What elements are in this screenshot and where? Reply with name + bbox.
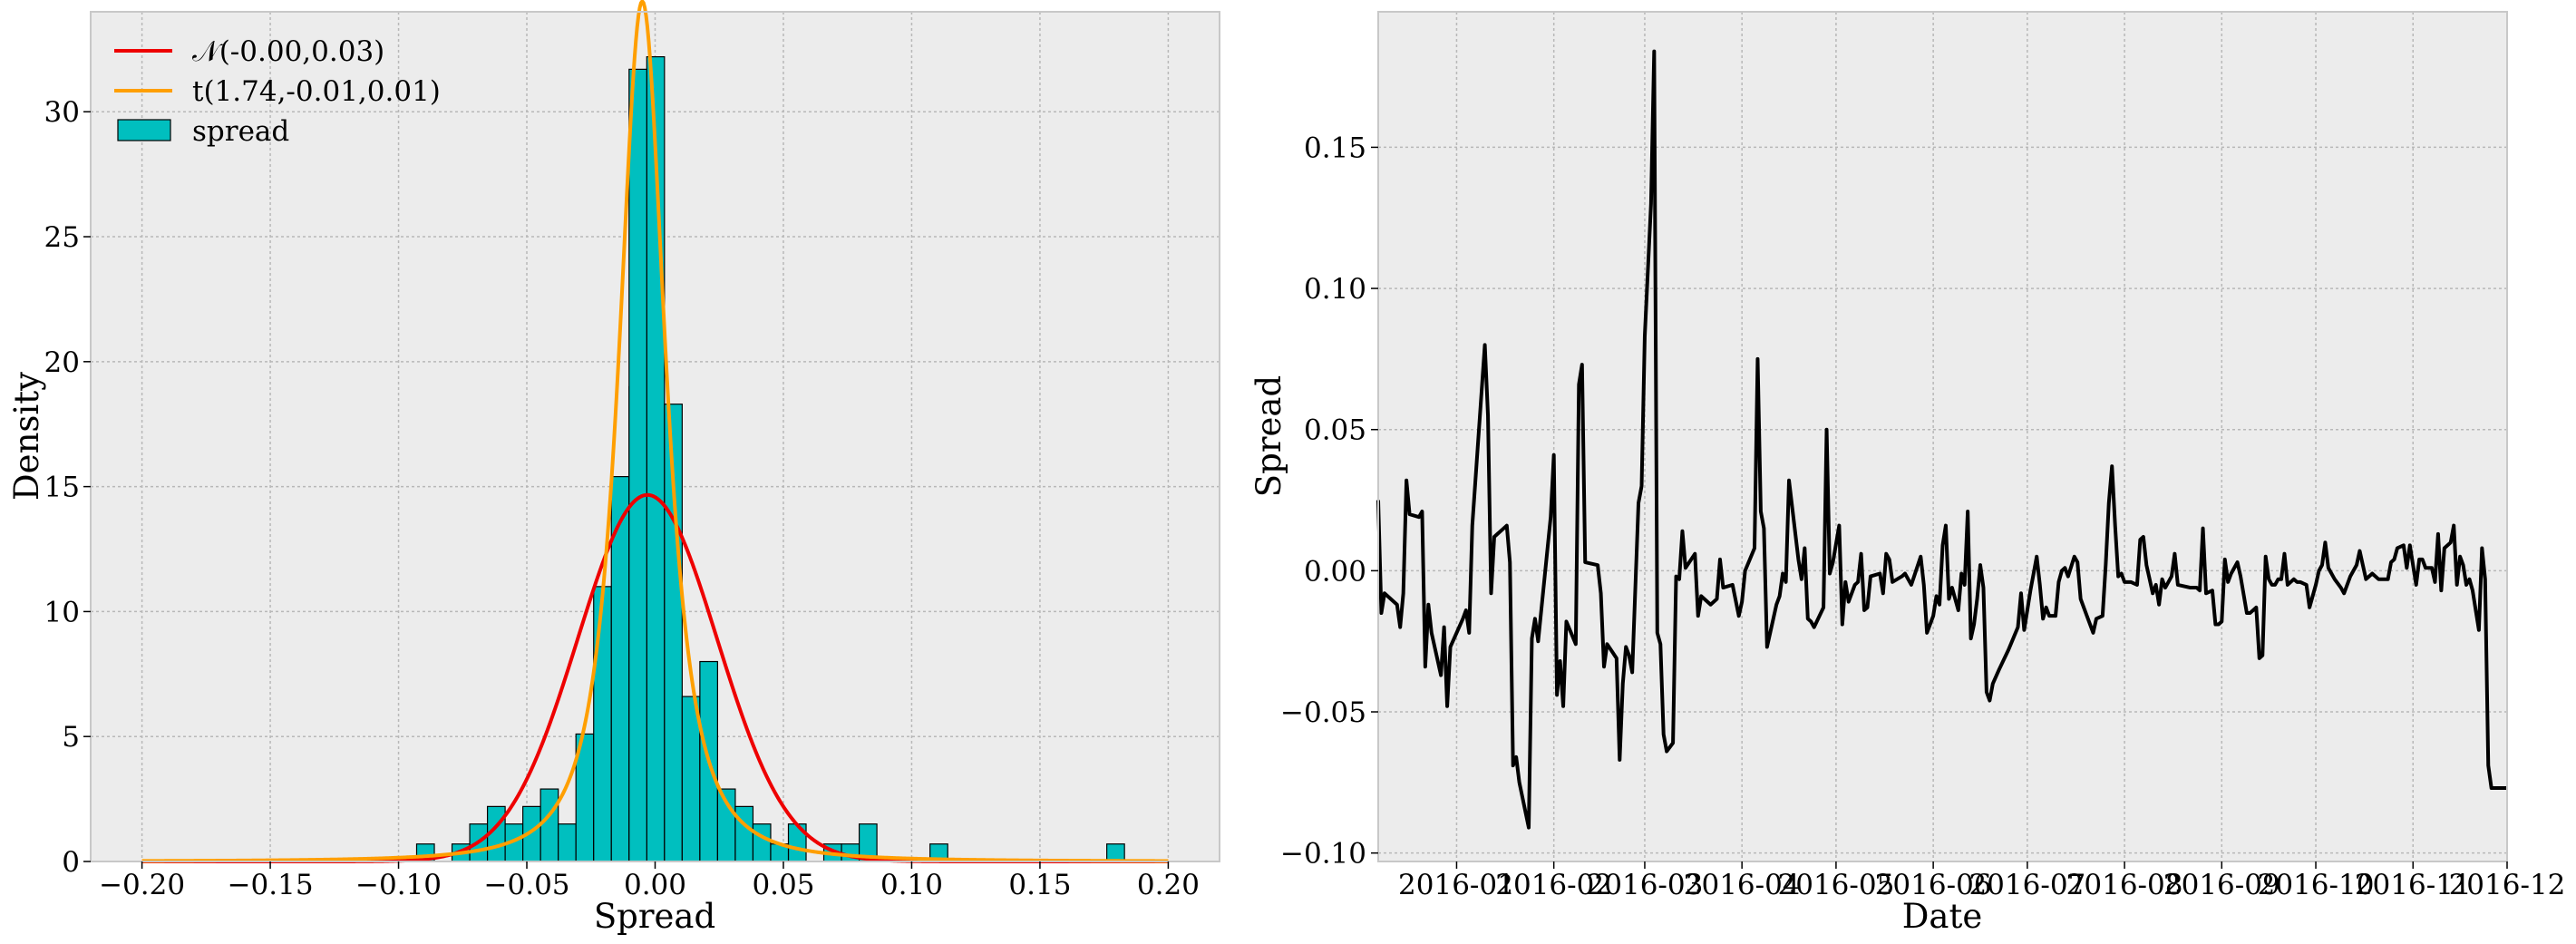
- x-tick-label: −0.20: [99, 869, 185, 901]
- x-tick-label: 2016-05: [1778, 869, 1895, 901]
- x-tick-label: 2016-04: [1684, 869, 1801, 901]
- y-tick-label: 0.10: [1304, 273, 1366, 306]
- x-tick-label: 2016-03: [1587, 869, 1704, 901]
- y-tick-label: 25: [44, 221, 80, 254]
- timeseries-x-tick-labels: 2016-012016-022016-032016-042016-052016-…: [1398, 861, 2565, 901]
- y-tick-label: 15: [44, 472, 80, 504]
- histogram-gridlines: [91, 12, 1220, 862]
- x-tick-label: 0.05: [752, 869, 814, 901]
- y-tick-label: −0.05: [1280, 696, 1366, 729]
- x-tick-label: 2016-02: [1495, 869, 1612, 901]
- y-tick-label: 0.05: [1304, 414, 1366, 447]
- x-tick-label: 2016-12: [2449, 869, 2566, 901]
- x-tick-label: 2016-06: [1875, 869, 1992, 901]
- y-tick-label: 0: [62, 846, 80, 879]
- y-tick-label: 10: [44, 596, 80, 628]
- x-tick-label: 2016-08: [2066, 869, 2183, 901]
- x-tick-label: −0.05: [484, 869, 570, 901]
- x-tick-label: 2016-01: [1398, 869, 1515, 901]
- x-tick-label: 0.20: [1137, 869, 1200, 901]
- t-fit-curve: [141, 0, 1169, 863]
- histogram-bar: [540, 788, 559, 862]
- histogram-bar: [734, 805, 754, 862]
- histogram-panel: −0.20 −0.15 −0.10 −0.05 0.00 0.05 0.10 0.15 0.20…: [7, 0, 1220, 936]
- y-tick-label: 5: [62, 721, 80, 754]
- histogram-x-axis-label: Spread: [594, 897, 715, 936]
- x-tick-label: 0.00: [624, 869, 686, 901]
- histogram-bar: [593, 586, 612, 862]
- legend-normal-label: 𝒩(-0.00,0.03): [192, 35, 384, 68]
- histogram-y-axis-label: Density: [7, 372, 46, 501]
- histogram-bar: [1106, 843, 1125, 862]
- histogram-bar: [628, 68, 647, 862]
- x-tick-label: −0.15: [228, 869, 314, 901]
- x-tick-label: 2016-09: [2163, 869, 2280, 901]
- timeseries-x-axis-label: Date: [1902, 897, 1983, 936]
- timeseries-axes-background: [1378, 12, 2507, 861]
- x-tick-label: 0.15: [1008, 869, 1071, 901]
- timeseries-spread-line: [1376, 49, 2507, 830]
- y-tick-label: 30: [44, 96, 80, 129]
- legend-spread-swatch: [117, 119, 171, 141]
- x-tick-label: 2016-11: [2355, 869, 2472, 901]
- histogram-legend: 𝒩(-0.00,0.03) t(1.74,-0.01,0.01) spread: [114, 35, 441, 148]
- x-tick-label: 2016-10: [2258, 869, 2375, 901]
- timeseries-axes-frame: [1377, 11, 2508, 862]
- y-tick-label: 0.00: [1304, 555, 1366, 588]
- x-tick-label: 2016-07: [1968, 869, 2085, 901]
- timeseries-y-tick-labels: −0.10 −0.05 0.00 0.05 0.10 0.15: [1280, 131, 1378, 871]
- histogram-bar: [558, 823, 577, 862]
- timeseries-y-axis-label: Spread: [1249, 375, 1288, 497]
- y-tick-label: −0.10: [1280, 838, 1366, 871]
- x-tick-label: −0.10: [355, 869, 442, 901]
- histogram-y-tick-labels: 0 5 10 15 20 25 30: [44, 96, 91, 879]
- timeseries-panel: 2016-012016-022016-032016-042016-052016-…: [1249, 11, 2565, 936]
- y-tick-label: 0.15: [1304, 131, 1366, 164]
- x-tick-label: 0.10: [880, 869, 943, 901]
- histogram-bar: [752, 823, 772, 862]
- legend-spread-label: spread: [192, 115, 289, 148]
- legend-t-label: t(1.74,-0.01,0.01): [192, 75, 441, 108]
- histogram-x-tick-labels: −0.20 −0.15 −0.10 −0.05 0.00 0.05 0.10 0.15 0.20: [99, 861, 1200, 901]
- y-tick-label: 20: [44, 346, 80, 379]
